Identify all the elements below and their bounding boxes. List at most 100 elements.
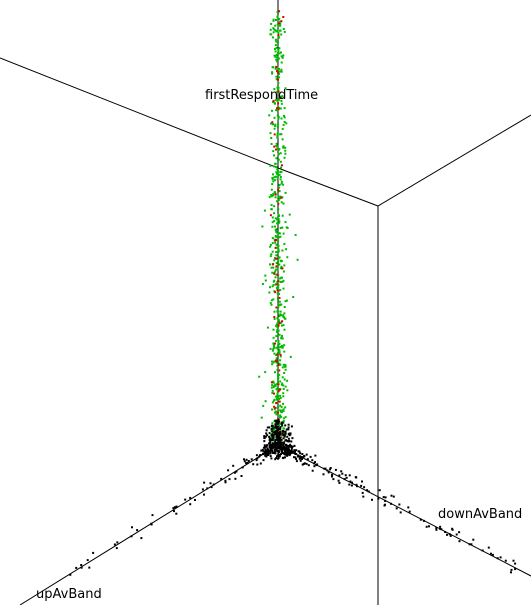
scatter-point-green xyxy=(274,50,277,53)
scatter-point-green xyxy=(274,383,277,386)
scatter-point-red xyxy=(278,297,281,299)
scatter-point-black xyxy=(278,455,280,458)
scatter-point-black xyxy=(275,426,277,429)
scatter-point-green xyxy=(272,426,275,429)
scatter-point-green xyxy=(278,333,281,336)
scatter-point-green xyxy=(272,361,275,364)
scatter-point-black xyxy=(262,453,265,455)
scatter-point-black xyxy=(115,547,118,550)
scatter-point-green xyxy=(277,116,280,119)
scatter-point-green xyxy=(282,410,285,413)
scatter-point-green xyxy=(269,164,272,167)
scatter-point-black xyxy=(282,452,284,454)
scatter-point-green xyxy=(275,273,278,276)
scatter-point-green xyxy=(279,235,282,238)
scatter-point-green xyxy=(275,330,278,333)
scatter-point-green xyxy=(272,194,275,197)
scatter-point-green xyxy=(276,317,279,320)
scatter-point-black xyxy=(329,468,331,471)
scatter-point-black xyxy=(92,551,95,554)
scatter-point-green xyxy=(276,136,279,139)
scatter-point-green xyxy=(277,381,279,384)
scatter-point-black xyxy=(490,552,492,555)
scatter-point-green xyxy=(277,232,280,235)
scatter-point-green xyxy=(282,402,285,405)
scatter-point-red xyxy=(274,193,277,196)
scatter-point-green xyxy=(283,350,286,353)
scatter-point-black xyxy=(256,457,259,460)
scatter-point-black xyxy=(290,449,293,452)
scatter-point-black xyxy=(355,483,358,486)
scatter-point-black xyxy=(271,433,274,436)
scatter-point-black xyxy=(278,420,281,423)
scatter-point-green xyxy=(275,99,277,102)
scatter-point-green xyxy=(275,142,278,145)
scatter-point-green xyxy=(284,368,287,371)
scatter-point-green xyxy=(294,234,297,236)
scatter-point-green xyxy=(279,171,282,173)
scatter-point-green xyxy=(282,146,285,149)
axis-line-upAvBand xyxy=(19,444,279,605)
scatter-point-black xyxy=(243,460,246,463)
scatter-point-green xyxy=(271,401,274,404)
scatter-point-red xyxy=(276,289,279,292)
scatter-point-black xyxy=(258,455,261,458)
scatter-point-green xyxy=(269,243,272,246)
scatter-point-green xyxy=(277,259,280,262)
scatter-point-black xyxy=(130,535,133,538)
scatter-point-green xyxy=(283,107,286,110)
scatter-point-green xyxy=(273,205,276,208)
scatter-point-green xyxy=(278,148,281,150)
scatter-point-black xyxy=(351,481,353,484)
scatter-point-green xyxy=(272,19,275,22)
scatter-point-green xyxy=(276,168,279,171)
scatter-point-green xyxy=(280,97,283,100)
scatter-point-black xyxy=(286,449,289,452)
scatter-point-black xyxy=(273,442,276,445)
scatter-point-green xyxy=(275,30,278,33)
scatter-point-red xyxy=(274,406,277,409)
scatter-point-red xyxy=(281,267,284,270)
scatter-point-black xyxy=(283,447,286,450)
scatter-point-black xyxy=(261,448,264,451)
scatter-point-red xyxy=(282,16,285,18)
scatter-point-green xyxy=(282,417,285,420)
scatter-point-black xyxy=(293,449,296,452)
scatter-point-green xyxy=(269,347,272,350)
scatter-point-green xyxy=(278,424,281,426)
scatter-point-green xyxy=(279,355,282,358)
scatter-point-green xyxy=(278,72,281,75)
scatter-point-black xyxy=(275,436,278,439)
scatter-point-green xyxy=(274,276,277,279)
scatter-point-black xyxy=(290,425,293,428)
scatter-point-black xyxy=(284,446,287,449)
scatter-point-black xyxy=(291,446,294,449)
scatter-point-green xyxy=(273,345,276,348)
scatter-point-black xyxy=(274,419,277,422)
scatter-point-black xyxy=(491,553,494,556)
scatter-point-black xyxy=(270,446,273,449)
scatter-point-green xyxy=(276,30,279,33)
scatter-point-black xyxy=(384,496,387,499)
scatter-point-green xyxy=(282,314,285,317)
scatter-point-black xyxy=(284,453,287,456)
scatter-point-green xyxy=(275,357,278,360)
scatter-point-green xyxy=(277,306,280,309)
scatter-point-green xyxy=(269,132,272,135)
scatter-point-black xyxy=(314,461,316,464)
y-axis-label: downAvBand xyxy=(438,507,522,522)
scatter-point-green xyxy=(279,380,282,383)
scatter-point-black xyxy=(496,557,499,560)
scatter-point-black xyxy=(265,429,268,432)
scatter-point-green xyxy=(271,178,274,181)
scatter-point-black xyxy=(269,450,272,453)
scatter-point-black xyxy=(210,486,213,489)
scatter-point-green xyxy=(280,383,283,386)
scatter-point-green xyxy=(278,221,281,224)
scatter-point-black xyxy=(398,503,401,506)
scatter-point-green xyxy=(277,256,280,259)
scatter-point-green xyxy=(276,125,279,128)
scatter-point-black xyxy=(514,568,517,571)
scatter-point-green xyxy=(270,386,273,389)
scatter-point-green xyxy=(276,41,279,44)
